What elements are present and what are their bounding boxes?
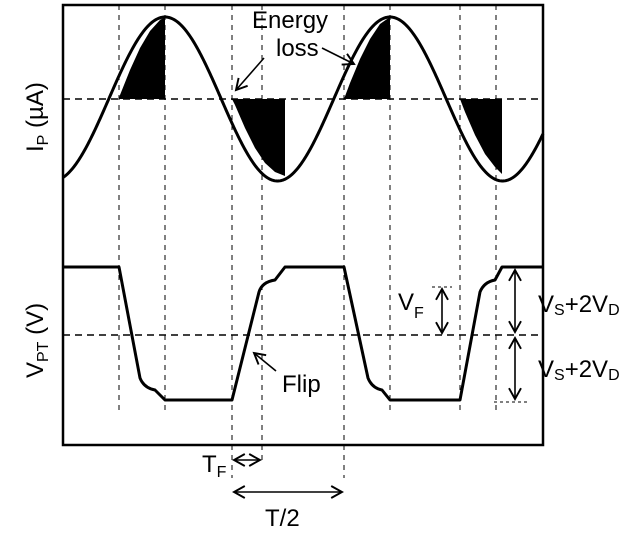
voltage-waveform	[63, 265, 543, 402]
energy-loss-label-line1: Energy	[252, 7, 328, 34]
energy-loss-label-line2: loss	[276, 35, 319, 62]
level-label-upper: VS+2VD	[538, 291, 620, 319]
flip-label: Flip	[282, 371, 321, 398]
vf-label: VF	[398, 289, 424, 322]
time-markers	[118, 5, 497, 478]
energy-loss-region-3	[344, 17, 390, 99]
current-waveform	[62, 15, 545, 183]
flip-arrow	[252, 351, 277, 372]
energy-loss-region-4	[460, 99, 502, 174]
energy-loss-region-1	[119, 17, 165, 99]
plot-frame	[61, 3, 545, 447]
current-axis-label: IP (µA)	[22, 82, 52, 152]
voltage-axis-label: VPT (V)	[22, 303, 52, 378]
energy-loss-regions	[119, 17, 502, 176]
energy-loss-region-2	[232, 99, 285, 176]
level-label-lower: VS+2VD	[538, 356, 620, 384]
energy-loss-arrow-right	[321, 47, 356, 66]
half-period-label: T/2	[265, 505, 300, 532]
tf-label: TF	[202, 451, 227, 481]
energy-loss-arrow-left	[234, 57, 265, 92]
